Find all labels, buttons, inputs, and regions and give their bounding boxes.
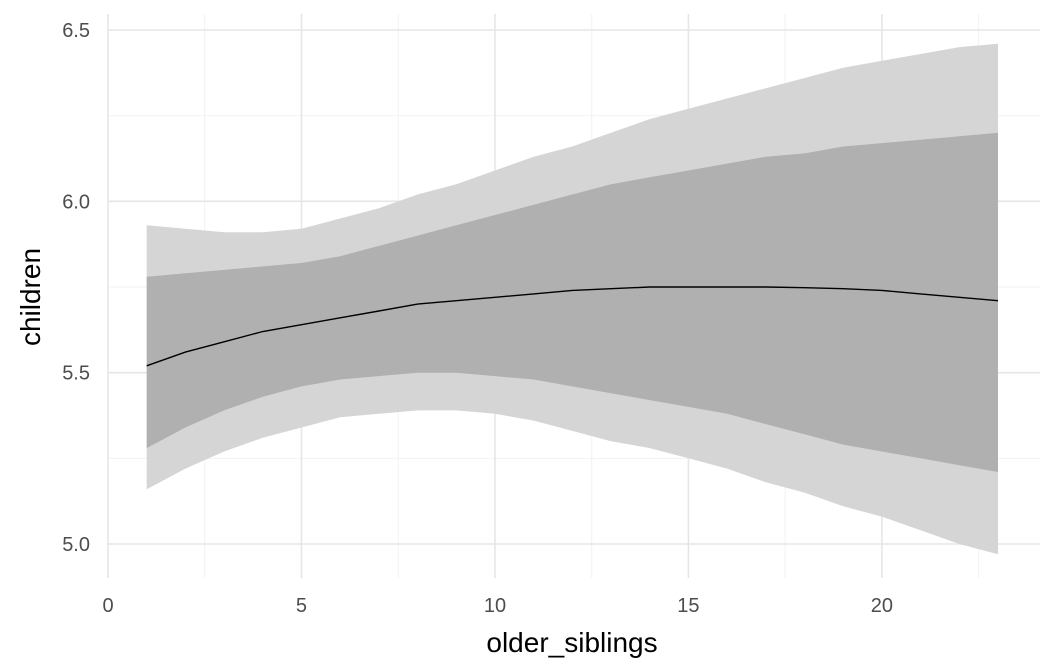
fit-line	[146, 286, 999, 367]
x-axis-title: older_siblings	[486, 627, 657, 658]
tick-labels: 0 5 10 15 20 5.0 5.5 6.0 6.5	[62, 20, 893, 617]
confidence-bands	[146, 43, 998, 555]
y-tick-label: 5.0	[62, 534, 90, 556]
y-tick-label: 5.5	[62, 363, 90, 385]
x-tick-label: 10	[484, 595, 506, 617]
y-axis-title: children	[15, 248, 46, 346]
inner-confidence-band	[146, 132, 998, 473]
fit-line-layer	[146, 286, 999, 367]
x-tick-label: 0	[102, 595, 113, 617]
x-tick-label: 15	[677, 595, 699, 617]
y-tick-label: 6.5	[62, 20, 90, 42]
x-tick-label: 5	[296, 595, 307, 617]
x-tick-label: 20	[871, 595, 893, 617]
y-tick-label: 6.0	[62, 191, 90, 213]
